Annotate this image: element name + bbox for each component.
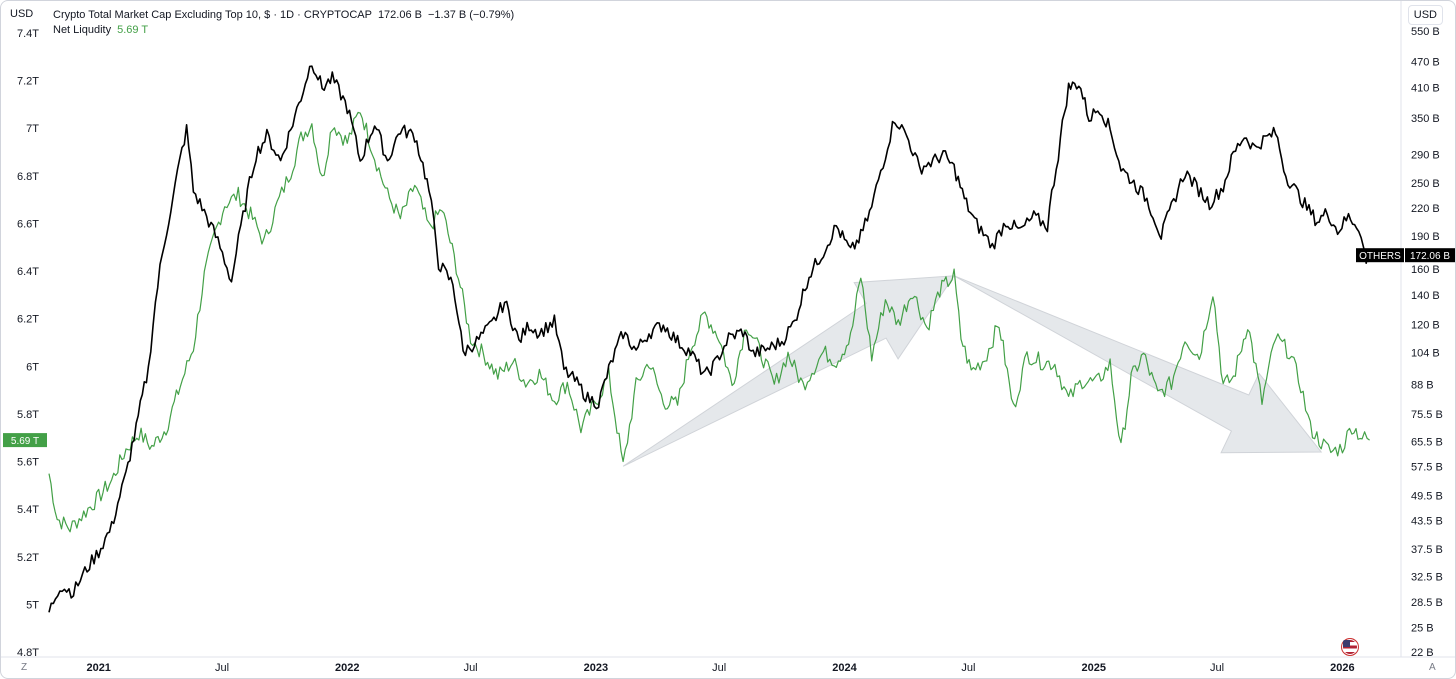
right-tick-label: 37.5 B [1411,544,1443,556]
left-tick-label: 6.6T [17,219,39,231]
others-name-tag [1356,248,1404,263]
left-axis[interactable]: 4.8T 5T 5.2T 5.4T 5.6T 5.8T 6T 6.2T 6.4T 6.6T 6.8T… [17,28,39,659]
trend-arrows [622,275,1323,467]
time-tick-label: Jul [464,662,478,674]
right-tick-label: 550 B [1411,26,1440,38]
left-tick-label: 7.2T [17,76,39,88]
right-currency-button[interactable]: USD [1407,5,1443,25]
right-tick-label: 75.5 B [1411,409,1443,421]
time-tick-label: 2025 [1082,662,1106,674]
right-tick-label: 22 B [1411,647,1434,659]
left-tick-label: 6.4T [17,266,39,278]
left-tick-label: 5.4T [17,504,39,516]
left-tick-label: 5T [26,599,39,611]
left-tick-label: 5.6T [17,457,39,469]
time-tick-label: 2023 [584,662,608,674]
symbol-title[interactable]: Crypto Total Market Cap Excluding Top 10… [53,9,372,21]
left-currency-label[interactable]: USD [5,5,39,23]
auto-scale-label[interactable]: A [1429,662,1436,673]
right-tick-label: 250 B [1411,178,1440,190]
left-tick-label: 6.8T [17,171,39,183]
others-series-line [48,65,1371,613]
right-tick-label: 104 B [1411,347,1440,359]
right-tick-label: 28.5 B [1411,597,1443,609]
trend-arrow-2 [953,275,1323,454]
right-tick-label: 470 B [1411,56,1440,68]
right-tick-label: 88 B [1411,380,1434,392]
left-tick-label: 6.2T [17,314,39,326]
others-value-text: 172.06 B [1410,251,1450,262]
left-tick-label: 5.2T [17,552,39,564]
time-tick-label: Jul [215,662,229,674]
time-tick-label: Jul [961,662,975,674]
right-tick-label: 190 B [1411,231,1440,243]
left-tick-label: 6T [26,361,39,373]
left-tick-label: 7.4T [17,28,39,40]
time-tick-label: 2024 [832,662,857,674]
right-tick-label: 290 B [1411,150,1440,162]
last-value: 172.06 B [377,9,422,21]
right-tick-label: 43.5 B [1411,516,1443,528]
time-tick-label: Jul [1210,662,1224,674]
right-tick-label: 350 B [1411,113,1440,125]
right-tick-label: 57.5 B [1411,462,1443,474]
indicator-value: 5.69 T [117,24,149,36]
net-liquidity-series-line [48,111,1370,533]
others-name-text: OTHERS [1359,251,1401,262]
right-tick-label: 120 B [1411,320,1440,332]
legend-main-row[interactable]: Crypto Total Market Cap Excluding Top 10… [53,8,514,23]
time-tick-label: 2026 [1330,662,1354,674]
right-tick-label: 160 B [1411,264,1440,276]
indicator-name[interactable]: Net Liqudity [53,24,112,36]
change-value: −1.37 B (−0.79%) [427,9,515,21]
right-tick-label: 220 B [1411,203,1440,215]
liquidity-value-tag [3,433,47,448]
left-tick-label: 4.8T [17,647,39,659]
time-tick-label: Jul [712,662,726,674]
legend-indicator-row[interactable]: Net Liqudity 5.69 T [53,23,514,38]
time-axis[interactable]: 2021 Jul 2022 Jul 2023 Jul 2024 Jul 2025 Jul 2026 [86,662,1354,674]
left-tick-label: 5.8T [17,409,39,421]
series-lines [48,65,1371,613]
right-axis[interactable]: 22 B 25 B 28.5 B 32.5 B 37.5 B 43.5 B 49.5 B 57… [1411,26,1443,659]
us-flag-icon[interactable] [1341,638,1359,656]
right-tick-label: 32.5 B [1411,572,1443,584]
right-tick-label: 25 B [1411,622,1434,634]
right-tick-label: 65.5 B [1411,437,1443,449]
time-tick-label: 2022 [335,662,359,674]
left-tick-label: 7T [26,123,39,135]
right-tick-label: 410 B [1411,83,1440,95]
time-tick-label: 2021 [86,662,110,674]
others-value-tag [1405,248,1455,263]
chart-legend: Crypto Total Market Cap Excluding Top 10… [53,8,514,38]
liquidity-value-text: 5.69 T [11,436,39,447]
last-value-labels: OTHERS 172.06 B 5.69 T [3,248,1455,448]
right-tick-label: 49.5 B [1411,491,1443,503]
right-tick-label: 140 B [1411,290,1440,302]
zoom-toggle-label[interactable]: Z [21,662,28,673]
